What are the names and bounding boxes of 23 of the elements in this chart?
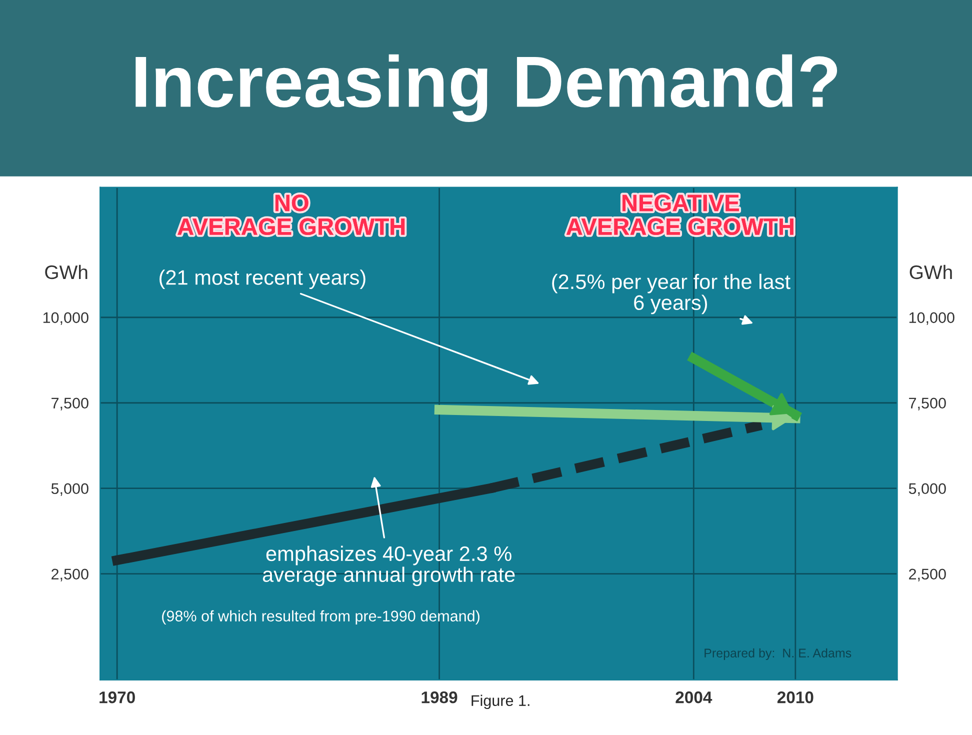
annotation: (2.5% per year for the last 6 years) — [552, 274, 790, 314]
y2-tick-label: 10,000 — [909, 312, 954, 325]
y-axis-title: GWh — [45, 264, 88, 280]
annotation: NO AVERAGE GROWTH — [178, 194, 405, 236]
y-tick-label: 7,500 — [52, 398, 88, 410]
y-tick-label: 10,000 — [43, 312, 88, 325]
caption: Figure 1. — [472, 694, 530, 710]
annotation: NEGATIVE AVERAGE GROWTH — [566, 194, 794, 236]
annotation: (98% of which resulted from pre-1990 demand) — [162, 610, 480, 625]
x-tick-label: 2004 — [676, 691, 712, 704]
chart-title: Increasing Demand? — [136, 54, 838, 122]
y2-axis-title: GWh — [910, 264, 952, 280]
x-tick-label: 1970 — [100, 691, 135, 704]
annotation: (21 most recent years) — [160, 270, 366, 290]
annotation: emphasizes 40-year 2.3 % average annual growth rate — [262, 546, 515, 586]
x-tick-label: 2010 — [777, 691, 814, 704]
y-tick-label: 2,500 — [52, 568, 88, 582]
annotation: Prepared by: N. E. Adams — [704, 648, 852, 660]
y2-tick-label: 2,500 — [909, 568, 946, 582]
x-tick-label: 1989 — [422, 691, 458, 704]
y-tick-label: 5,000 — [51, 483, 88, 496]
y2-tick-label: 5,000 — [908, 483, 946, 496]
y2-tick-label: 7,500 — [909, 398, 946, 410]
